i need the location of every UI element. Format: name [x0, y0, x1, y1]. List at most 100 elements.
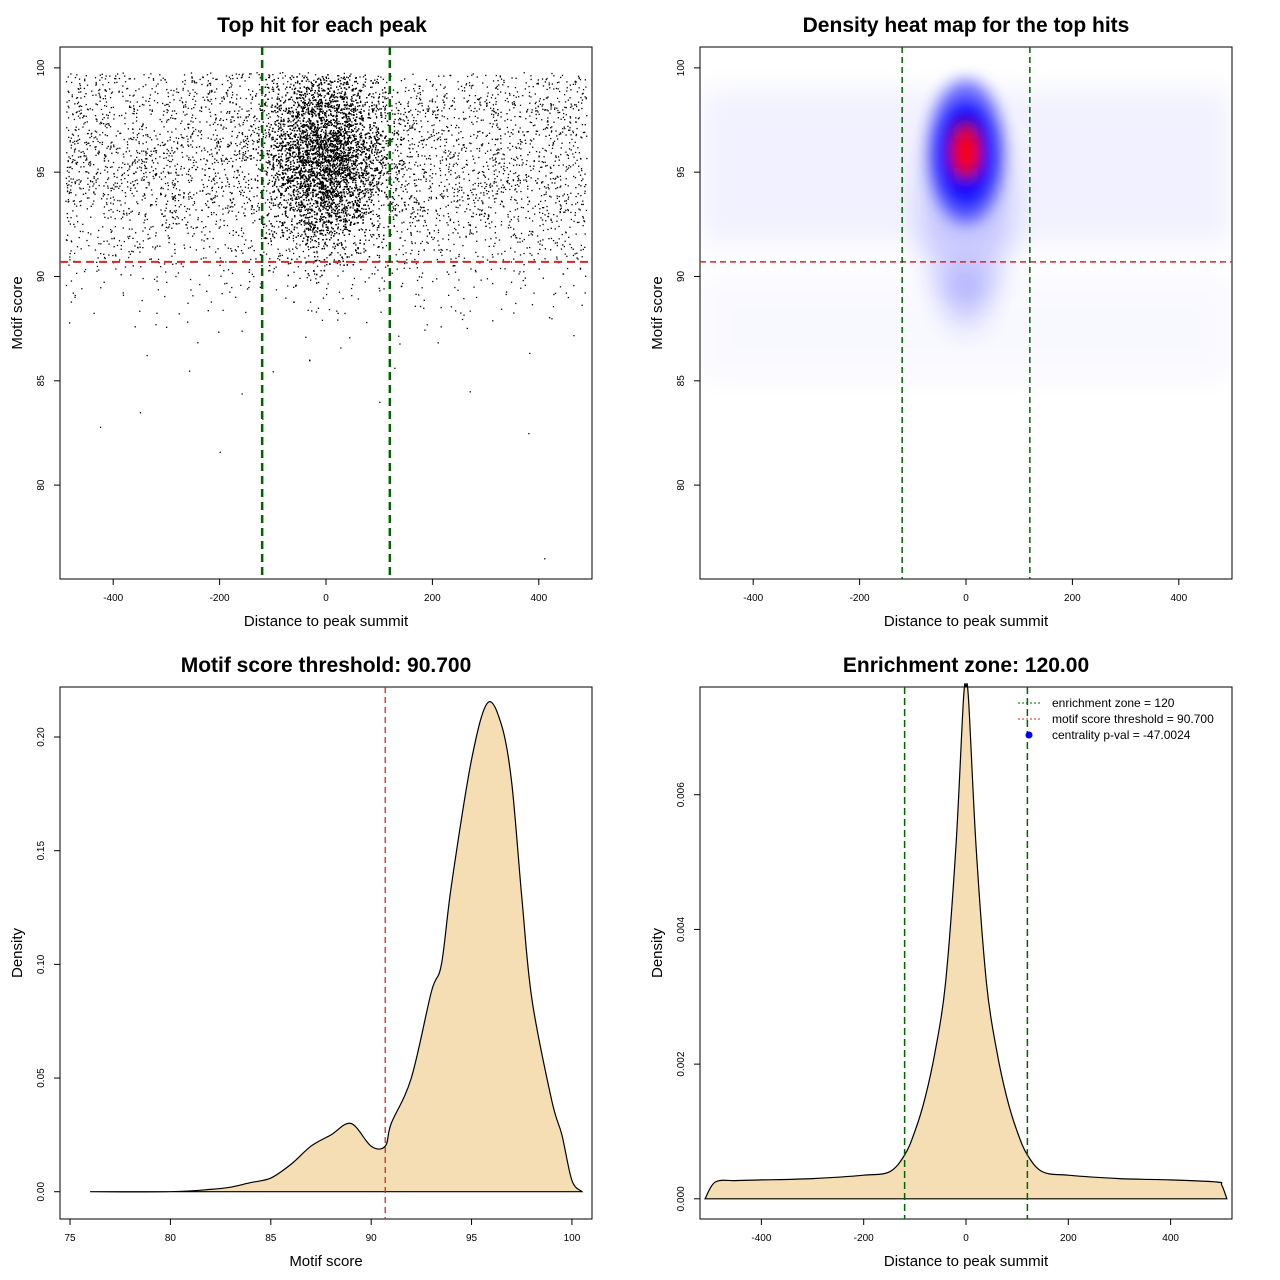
- scatter-point: [207, 310, 209, 312]
- scatter-point: [545, 191, 547, 193]
- scatter-point: [443, 75, 445, 77]
- scatter-point: [557, 156, 560, 158]
- scatter-point: [261, 237, 263, 240]
- scatter-point: [167, 95, 169, 98]
- scatter-point: [500, 224, 503, 226]
- scatter-point: [516, 191, 518, 193]
- scatter-point: [238, 73, 240, 76]
- scatter-point: [376, 187, 378, 189]
- scatter-point: [474, 95, 477, 97]
- scatter-point: [237, 135, 239, 137]
- scatter-point: [266, 174, 268, 176]
- scatter-point: [209, 82, 212, 85]
- scatter-point: [292, 209, 295, 211]
- scatter-point: [404, 162, 406, 165]
- scatter-point: [531, 111, 533, 113]
- scatter-point: [398, 211, 401, 213]
- scatter-point: [74, 252, 76, 254]
- scatter-point: [374, 184, 376, 187]
- scatter-point: [239, 125, 241, 127]
- scatter-point: [225, 158, 227, 160]
- scatter-point: [95, 81, 97, 84]
- scatter-point: [486, 95, 489, 97]
- scatter-point: [307, 188, 309, 190]
- scatter-point: [398, 335, 400, 337]
- scatter-point: [423, 175, 425, 177]
- scatter-point: [463, 118, 465, 121]
- scatter-point: [455, 177, 457, 180]
- scatter-point: [561, 74, 564, 77]
- scatter-point: [546, 209, 548, 212]
- scatter-point: [410, 196, 412, 198]
- scatter-point: [171, 114, 173, 117]
- scatter-point: [504, 268, 506, 270]
- scatter-point: [186, 113, 188, 115]
- scatter-point: [97, 152, 99, 154]
- scatter-point: [205, 163, 207, 166]
- scatter-point: [563, 245, 565, 248]
- scatter-point: [503, 170, 506, 172]
- scatter-point: [189, 196, 192, 198]
- scatter-point: [107, 145, 109, 148]
- scatter-point: [75, 97, 78, 99]
- scatter-point: [570, 103, 572, 105]
- scatter-point: [482, 174, 485, 176]
- scatter-point: [411, 221, 414, 224]
- scatter-point: [453, 227, 456, 230]
- scatter-point: [331, 135, 333, 137]
- scatter-point: [333, 95, 335, 97]
- scatter-point: [173, 90, 175, 92]
- scatter-point: [356, 95, 358, 97]
- scatter-point: [428, 109, 430, 111]
- scatter-point: [316, 218, 318, 221]
- scatter-point: [202, 183, 204, 186]
- scatter-point: [537, 111, 539, 113]
- scatter-point: [257, 175, 259, 177]
- scatter-point: [142, 85, 144, 88]
- scatter-point: [228, 232, 231, 234]
- scatter-point: [101, 198, 103, 200]
- scatter-point: [429, 155, 431, 157]
- scatter-point: [144, 219, 146, 221]
- scatter-point: [316, 135, 318, 137]
- scatter-point: [406, 184, 408, 186]
- scatter-point: [575, 187, 577, 189]
- scatter-point: [146, 218, 148, 221]
- scatter-point: [136, 201, 138, 203]
- scatter-point: [178, 194, 180, 196]
- scatter-point: [352, 207, 354, 209]
- scatter-point: [173, 185, 176, 187]
- scatter-point: [237, 211, 240, 213]
- scatter-point: [488, 132, 491, 134]
- scatter-point: [519, 111, 521, 113]
- scatter-point: [311, 137, 313, 139]
- scatter-point: [93, 191, 95, 193]
- scatter-point: [257, 126, 260, 129]
- scatter-point: [376, 237, 378, 240]
- scatter-point: [69, 141, 71, 143]
- scatter-point: [453, 191, 455, 194]
- scatter-point: [382, 105, 384, 107]
- scatter-point: [149, 104, 151, 107]
- scatter-point: [346, 213, 348, 215]
- scatter-point: [65, 284, 68, 287]
- scatter-point: [544, 214, 546, 216]
- scatter-point: [89, 165, 91, 167]
- scatter-point: [215, 117, 217, 120]
- scatter-point: [309, 241, 312, 243]
- scatter-point: [393, 125, 395, 128]
- scatter-point: [330, 170, 332, 172]
- scatter-point: [229, 199, 232, 202]
- scatter-point: [441, 156, 443, 158]
- scatter-point: [444, 86, 446, 88]
- scatter-point: [546, 88, 548, 91]
- scatter-point: [327, 226, 329, 228]
- scatter-point: [152, 175, 154, 178]
- scatter-point: [237, 113, 239, 115]
- scatter-point: [171, 255, 173, 257]
- scatter-point: [344, 171, 346, 174]
- scatter-point: [176, 141, 179, 143]
- scatter-point: [256, 118, 258, 120]
- scatter-point: [291, 197, 293, 199]
- scatter-point: [295, 246, 297, 248]
